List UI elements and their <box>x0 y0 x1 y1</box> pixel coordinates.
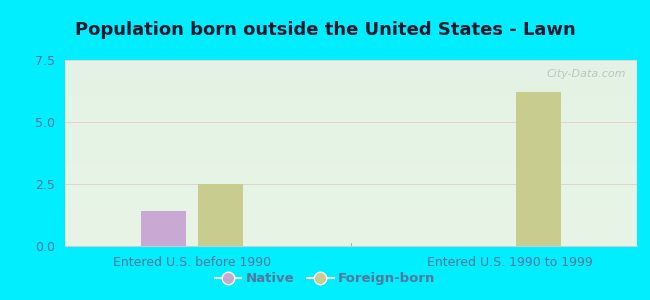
Text: City-Data.com: City-Data.com <box>546 69 625 79</box>
Bar <box>516 92 561 246</box>
Legend: Native, Foreign-born: Native, Foreign-born <box>210 267 440 290</box>
Text: Population born outside the United States - Lawn: Population born outside the United State… <box>75 21 575 39</box>
Bar <box>141 211 186 246</box>
Bar <box>198 184 243 246</box>
